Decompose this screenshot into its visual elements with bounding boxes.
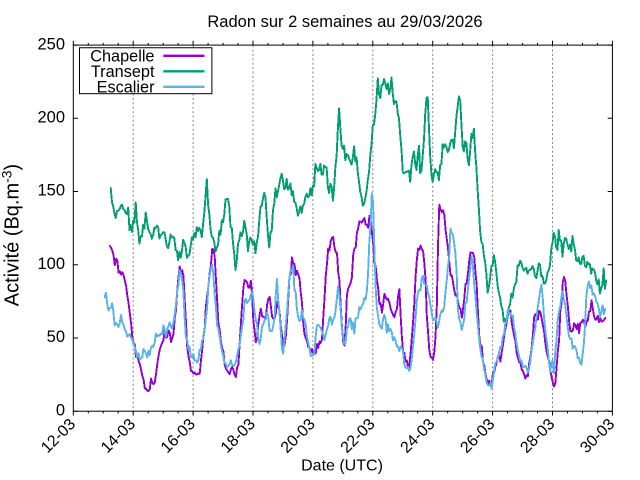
svg-text:0: 0 [56, 401, 65, 419]
svg-text:Chapelle: Chapelle [90, 47, 154, 65]
svg-text:200: 200 [37, 109, 65, 127]
svg-text:Escalier: Escalier [97, 78, 155, 96]
svg-text:Transept: Transept [91, 63, 155, 81]
svg-text:Date (UTC): Date (UTC) [301, 457, 383, 474]
svg-text:100: 100 [37, 255, 65, 273]
svg-text:150: 150 [37, 182, 65, 200]
svg-text:Radon sur 2 semaines au 29/03/: Radon sur 2 semaines au 29/03/2026 [207, 13, 482, 31]
svg-text:50: 50 [47, 328, 65, 346]
svg-text:Activité (Bq.m-3): Activité (Bq.m-3) [0, 164, 24, 306]
svg-text:250: 250 [37, 35, 65, 53]
